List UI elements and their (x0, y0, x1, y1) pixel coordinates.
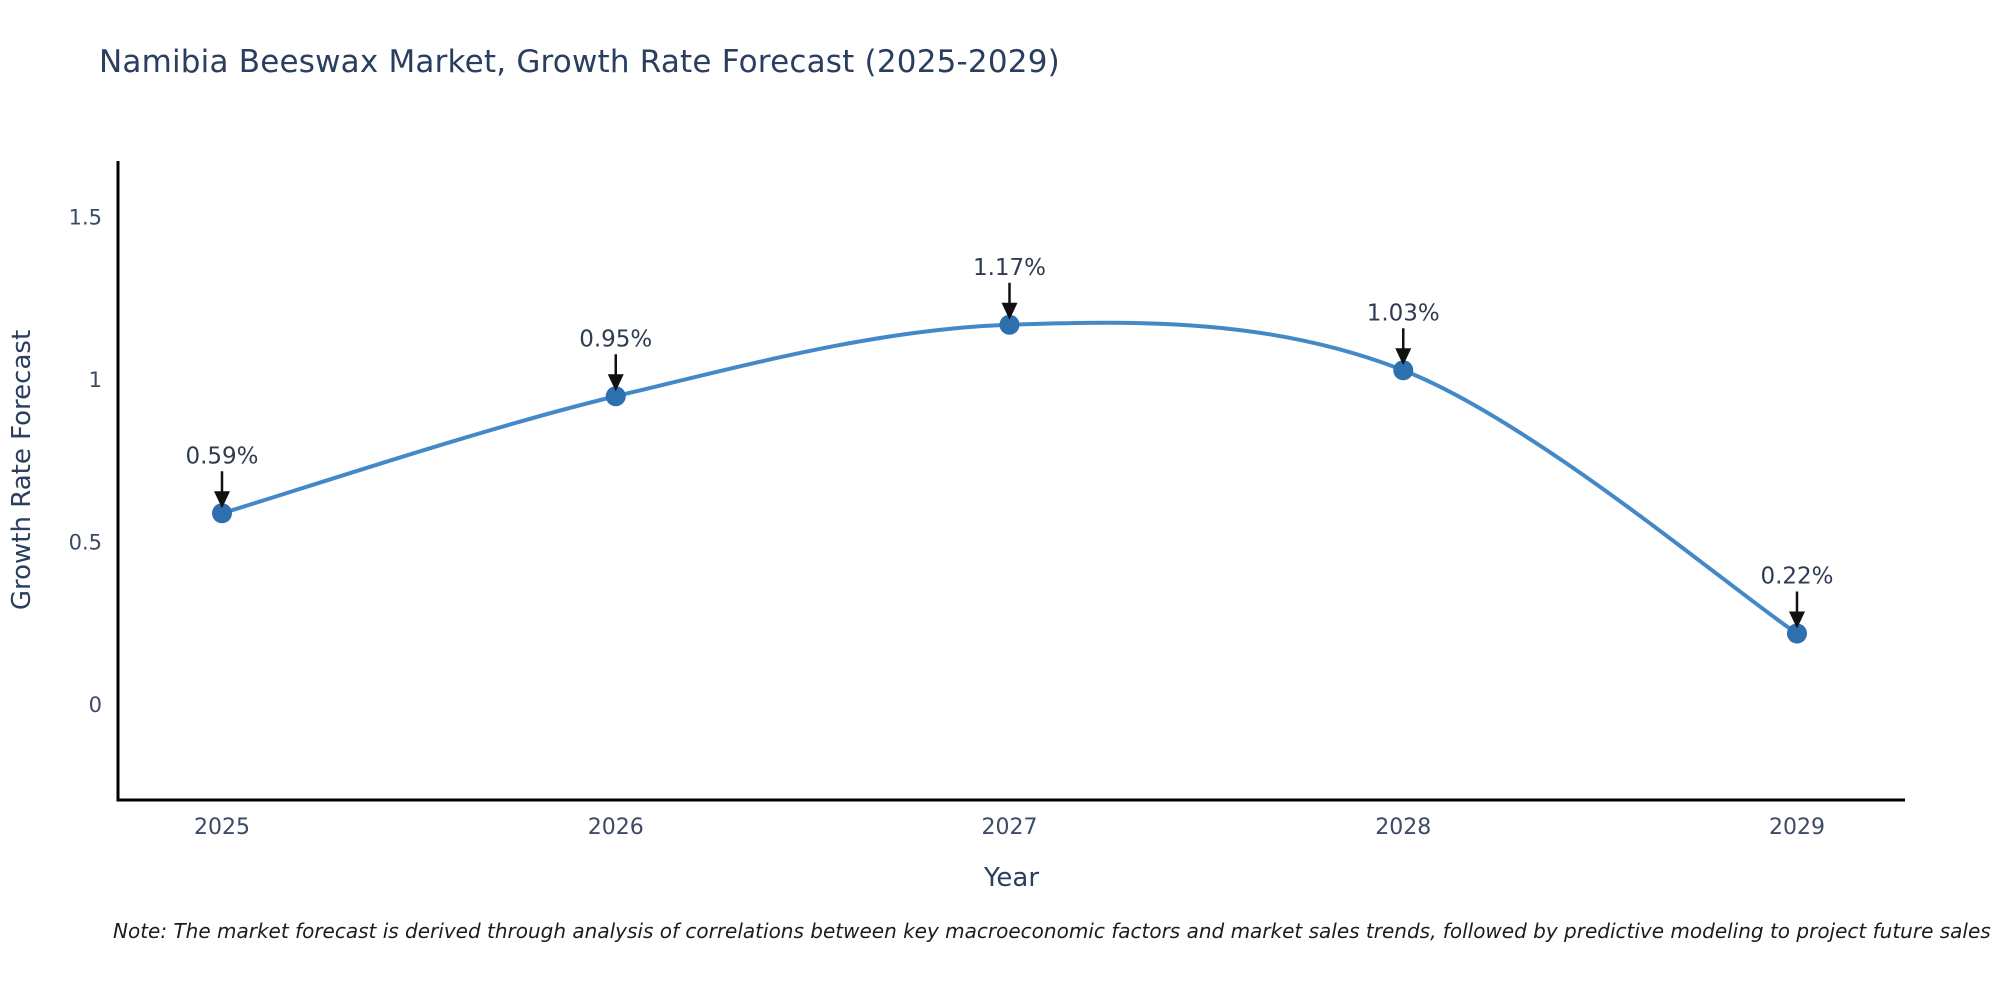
x-tick-label: 2028 (1375, 815, 1431, 840)
point-value-label: 0.22% (1760, 564, 1833, 590)
annotation-arrowhead-icon (607, 374, 624, 392)
x-tick-label: 2026 (588, 815, 644, 840)
x-tick-label: 2029 (1769, 815, 1825, 840)
x-tick-label: 2027 (982, 815, 1038, 840)
y-axis-title: Growth Rate Forecast (7, 330, 37, 610)
x-axis-title: Year (983, 863, 1039, 893)
point-value-label: 1.03% (1367, 300, 1440, 326)
data-point-2026[interactable] (605, 386, 626, 407)
annotation-arrowhead-icon (214, 491, 230, 509)
y-tick-label: 0.5 (69, 531, 102, 555)
annotation-arrowhead-icon (1001, 302, 1018, 320)
data-point-2028[interactable] (1393, 360, 1414, 381)
point-value-label: 1.17% (973, 255, 1046, 281)
annotation-arrowhead-icon (1789, 611, 1805, 629)
chart-title: Namibia Beeswax Market, Growth Rate Fore… (99, 44, 1060, 80)
point-value-label: 0.59% (185, 443, 258, 469)
annotation-arrowhead-icon (1395, 348, 1412, 366)
data-point-2025[interactable] (212, 503, 232, 524)
y-tick-label: 1.5 (69, 206, 102, 230)
y-tick-label: 0 (89, 693, 102, 717)
footnote: Note: The market forecast is derived thr… (113, 919, 1991, 943)
y-tick-label: 1 (89, 368, 102, 392)
point-value-label: 0.95% (579, 326, 652, 352)
forecast-line (220, 320, 1799, 636)
data-point-2029[interactable] (1787, 623, 1807, 644)
data-point-2027[interactable] (999, 314, 1020, 335)
line-chart-plot-area[interactable]: 0 0.5 1 1.5 2025 2026 2027 2028 2029 Growth Rate … (0, 0, 2000, 910)
x-tick-label: 2025 (194, 815, 250, 840)
